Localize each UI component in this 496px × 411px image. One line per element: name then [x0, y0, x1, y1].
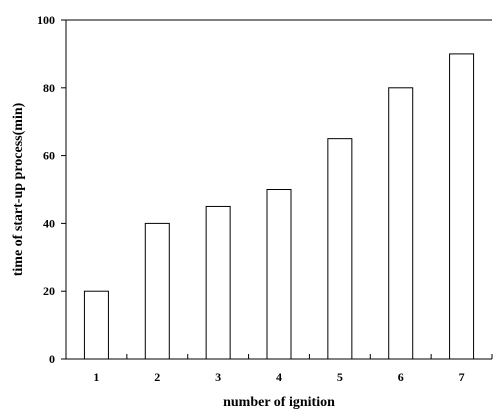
x-tick-label: 2	[154, 370, 160, 384]
y-axis-ticks: 0 20 40 60 80 100	[37, 13, 66, 366]
x-tick-label: 1	[93, 370, 99, 384]
x-tick-label: 7	[459, 370, 465, 384]
bar	[83, 290, 109, 360]
x-tick-label: 4	[276, 370, 282, 384]
y-axis-label: time of start-up process(min)	[11, 102, 26, 276]
bar	[144, 222, 170, 360]
bar	[266, 189, 292, 360]
bar	[327, 138, 353, 360]
y-tick-label: 0	[49, 352, 55, 366]
x-tick-label: 5	[337, 370, 343, 384]
x-axis-ticks: 1 2 3 4 5 6 7	[93, 354, 493, 384]
y-tick-label: 40	[43, 216, 55, 230]
y-tick-label: 100	[37, 13, 55, 27]
y-tick-label: 80	[43, 81, 55, 95]
bar	[388, 87, 414, 360]
x-tick-label: 3	[215, 370, 221, 384]
y-tick-label: 20	[43, 284, 55, 298]
y-tick-label: 60	[43, 149, 55, 163]
x-tick-label: 6	[398, 370, 404, 384]
bar	[449, 53, 475, 360]
bars	[83, 53, 475, 360]
x-axis-label: number of ignition	[223, 395, 335, 410]
bar	[205, 205, 231, 360]
